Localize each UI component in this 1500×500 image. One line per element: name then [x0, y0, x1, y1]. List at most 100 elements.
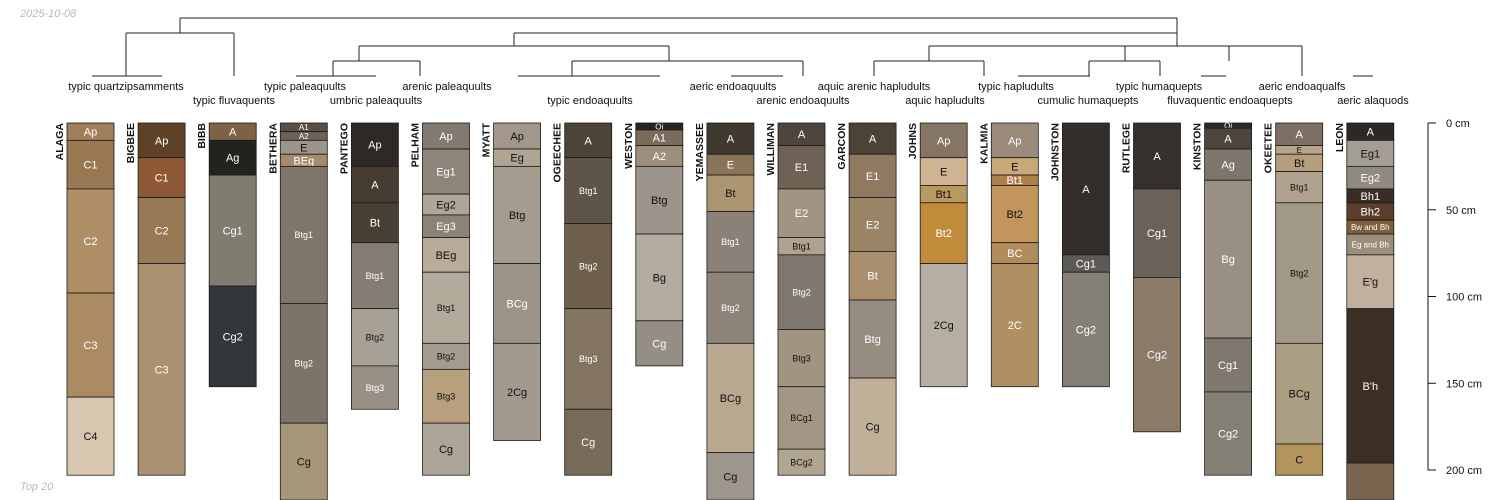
horizon-label: Bt1 — [935, 189, 952, 201]
profile-myatt: Ap Eg Btg BCg 2Cg MYATT — [481, 122, 542, 441]
profile-name: OGEECHEE — [552, 123, 564, 183]
horizon-label: Btg1 — [295, 230, 314, 240]
horizon-label: Eg — [510, 153, 523, 165]
horizon-label: C1 — [155, 173, 169, 185]
horizon — [564, 408, 613, 476]
profile-leon: A Eg1 Eg2 Bh1 Bh2 Bw and Bh Eg and Bh E'g B'h LEO… — [1334, 122, 1395, 500]
horizon — [66, 396, 115, 476]
horizon — [1133, 122, 1181, 190]
horizon — [990, 263, 1039, 388]
horizon — [777, 145, 826, 190]
horizon — [706, 211, 755, 273]
horizon-label: Ap — [439, 131, 452, 143]
profile-johnston: A Cg1 Cg2 JOHNSTON — [1049, 122, 1110, 388]
profile-ogeechee: A Btg1 Btg2 Btg3 Cg OGEECHEE — [552, 122, 613, 476]
horizon-label: A — [869, 134, 877, 146]
profile-name: WESTON — [623, 123, 635, 169]
taxon-label: umbric paleaquults — [330, 95, 423, 107]
profile-name: JOHNSTON — [1049, 123, 1061, 181]
horizon — [422, 368, 470, 424]
horizon — [350, 365, 399, 410]
horizon-label: Bt — [725, 188, 735, 200]
horizon-label: Btg1 — [721, 237, 740, 247]
horizon-label: A — [585, 135, 593, 147]
horizon-label: Btg1 — [437, 303, 456, 313]
horizon — [919, 157, 968, 186]
horizon-label: 2Cg — [934, 320, 954, 332]
horizon-label: E1 — [795, 162, 808, 174]
horizon-label: Eg1 — [436, 167, 456, 179]
horizon — [66, 292, 115, 398]
profile-name: OKEETEE — [1263, 123, 1275, 173]
horizon-label: Cg2 — [1147, 350, 1167, 362]
horizon-label: Bg — [1221, 254, 1234, 266]
profile-rutlege: A Cg1 Cg2 RUTLEGE — [1121, 122, 1181, 433]
horizon-label: A1 — [653, 133, 666, 145]
horizon-label: BCg1 — [790, 413, 813, 423]
taxon-label: typic endoaquults — [547, 95, 633, 107]
profile-name: BIGBEE — [125, 123, 137, 163]
horizon — [1204, 391, 1252, 476]
horizon — [1346, 139, 1395, 167]
horizon-label: Cg1 — [1147, 228, 1167, 240]
horizon — [564, 122, 613, 159]
horizon — [493, 165, 542, 264]
horizon-label: Ap — [1008, 135, 1021, 147]
profile-name: ALAGA — [54, 123, 66, 161]
horizon-label: E — [727, 160, 734, 172]
horizon-label: Cg — [297, 457, 311, 469]
axis-tick-label: 200 cm — [1446, 465, 1482, 477]
horizon — [1275, 171, 1324, 204]
horizon-label: Ap — [84, 127, 97, 139]
horizon-label: C4 — [83, 431, 97, 443]
profile-kalmia: Ap E Bt1 Bt2 BC 2C KALMIA — [978, 123, 1039, 388]
profile-name: RUTLEGE — [1121, 123, 1133, 173]
horizon — [706, 122, 755, 155]
horizon — [137, 122, 186, 159]
profile-name: GARCON — [836, 123, 848, 170]
horizon — [493, 263, 542, 344]
horizon-label: A — [1082, 184, 1090, 196]
depth-axis: 0 cm 50 cm 100 cm 150 cm 200 cm — [1427, 118, 1482, 477]
horizon — [1204, 337, 1252, 393]
horizon-label: Eg1 — [1361, 148, 1381, 160]
horizon-label: Cg — [581, 437, 595, 449]
horizon — [279, 165, 328, 304]
horizon-label: Eg and Bh — [1352, 240, 1389, 249]
horizon-label: Ap — [510, 131, 523, 143]
horizon — [564, 308, 613, 410]
horizon — [137, 157, 186, 199]
horizon-label: E2 — [866, 219, 879, 231]
horizon-label: Bw and Bh — [1351, 223, 1390, 232]
horizon-label: Btg — [651, 195, 668, 207]
horizon-label: Cg — [866, 422, 880, 434]
horizon — [1275, 443, 1324, 476]
horizon-label: Cg — [439, 444, 453, 456]
dendrogram — [92, 17, 1373, 77]
profile-pelham: Ap Eg1 Eg2 Eg3 BEg Btg1 Btg2 Btg3 Cg PELHAM — [410, 122, 470, 476]
horizon-label: Btg3 — [792, 353, 811, 363]
axis-tick-label: 0 cm — [1446, 118, 1470, 130]
horizon — [635, 320, 684, 367]
horizon — [422, 122, 470, 150]
horizon-label: Btg2 — [721, 303, 740, 313]
horizon-label: Bt — [867, 271, 877, 283]
horizon-label: Cg1 — [1076, 258, 1096, 270]
profile-garcon: A E1 E2 Bt Btg Cg GARCON — [836, 122, 897, 476]
horizon-label: BCg2 — [790, 457, 813, 467]
horizon-label: BCg — [1288, 389, 1309, 401]
horizon — [208, 285, 257, 388]
horizon — [848, 197, 897, 252]
horizon-label: Btg2 — [295, 359, 314, 369]
subset-label: Top 20 — [20, 481, 54, 493]
horizon-label: Btg3 — [579, 354, 598, 364]
horizon — [137, 197, 186, 264]
horizon-label: Btg — [864, 334, 881, 346]
horizon-label: A — [1153, 151, 1161, 163]
horizon-label: E — [300, 142, 307, 154]
horizon-label: BCg — [720, 393, 741, 405]
profile-johns: Ap E Bt1 Bt2 2Cg JOHNS — [907, 122, 968, 388]
profile-bibb: A Ag Cg1 Cg2 BIBB — [196, 123, 257, 388]
horizon-label: Btg2 — [437, 352, 456, 362]
profile-okeetee: AE Bt Btg1 Btg2 BCg C OKEETEE — [1263, 122, 1324, 476]
